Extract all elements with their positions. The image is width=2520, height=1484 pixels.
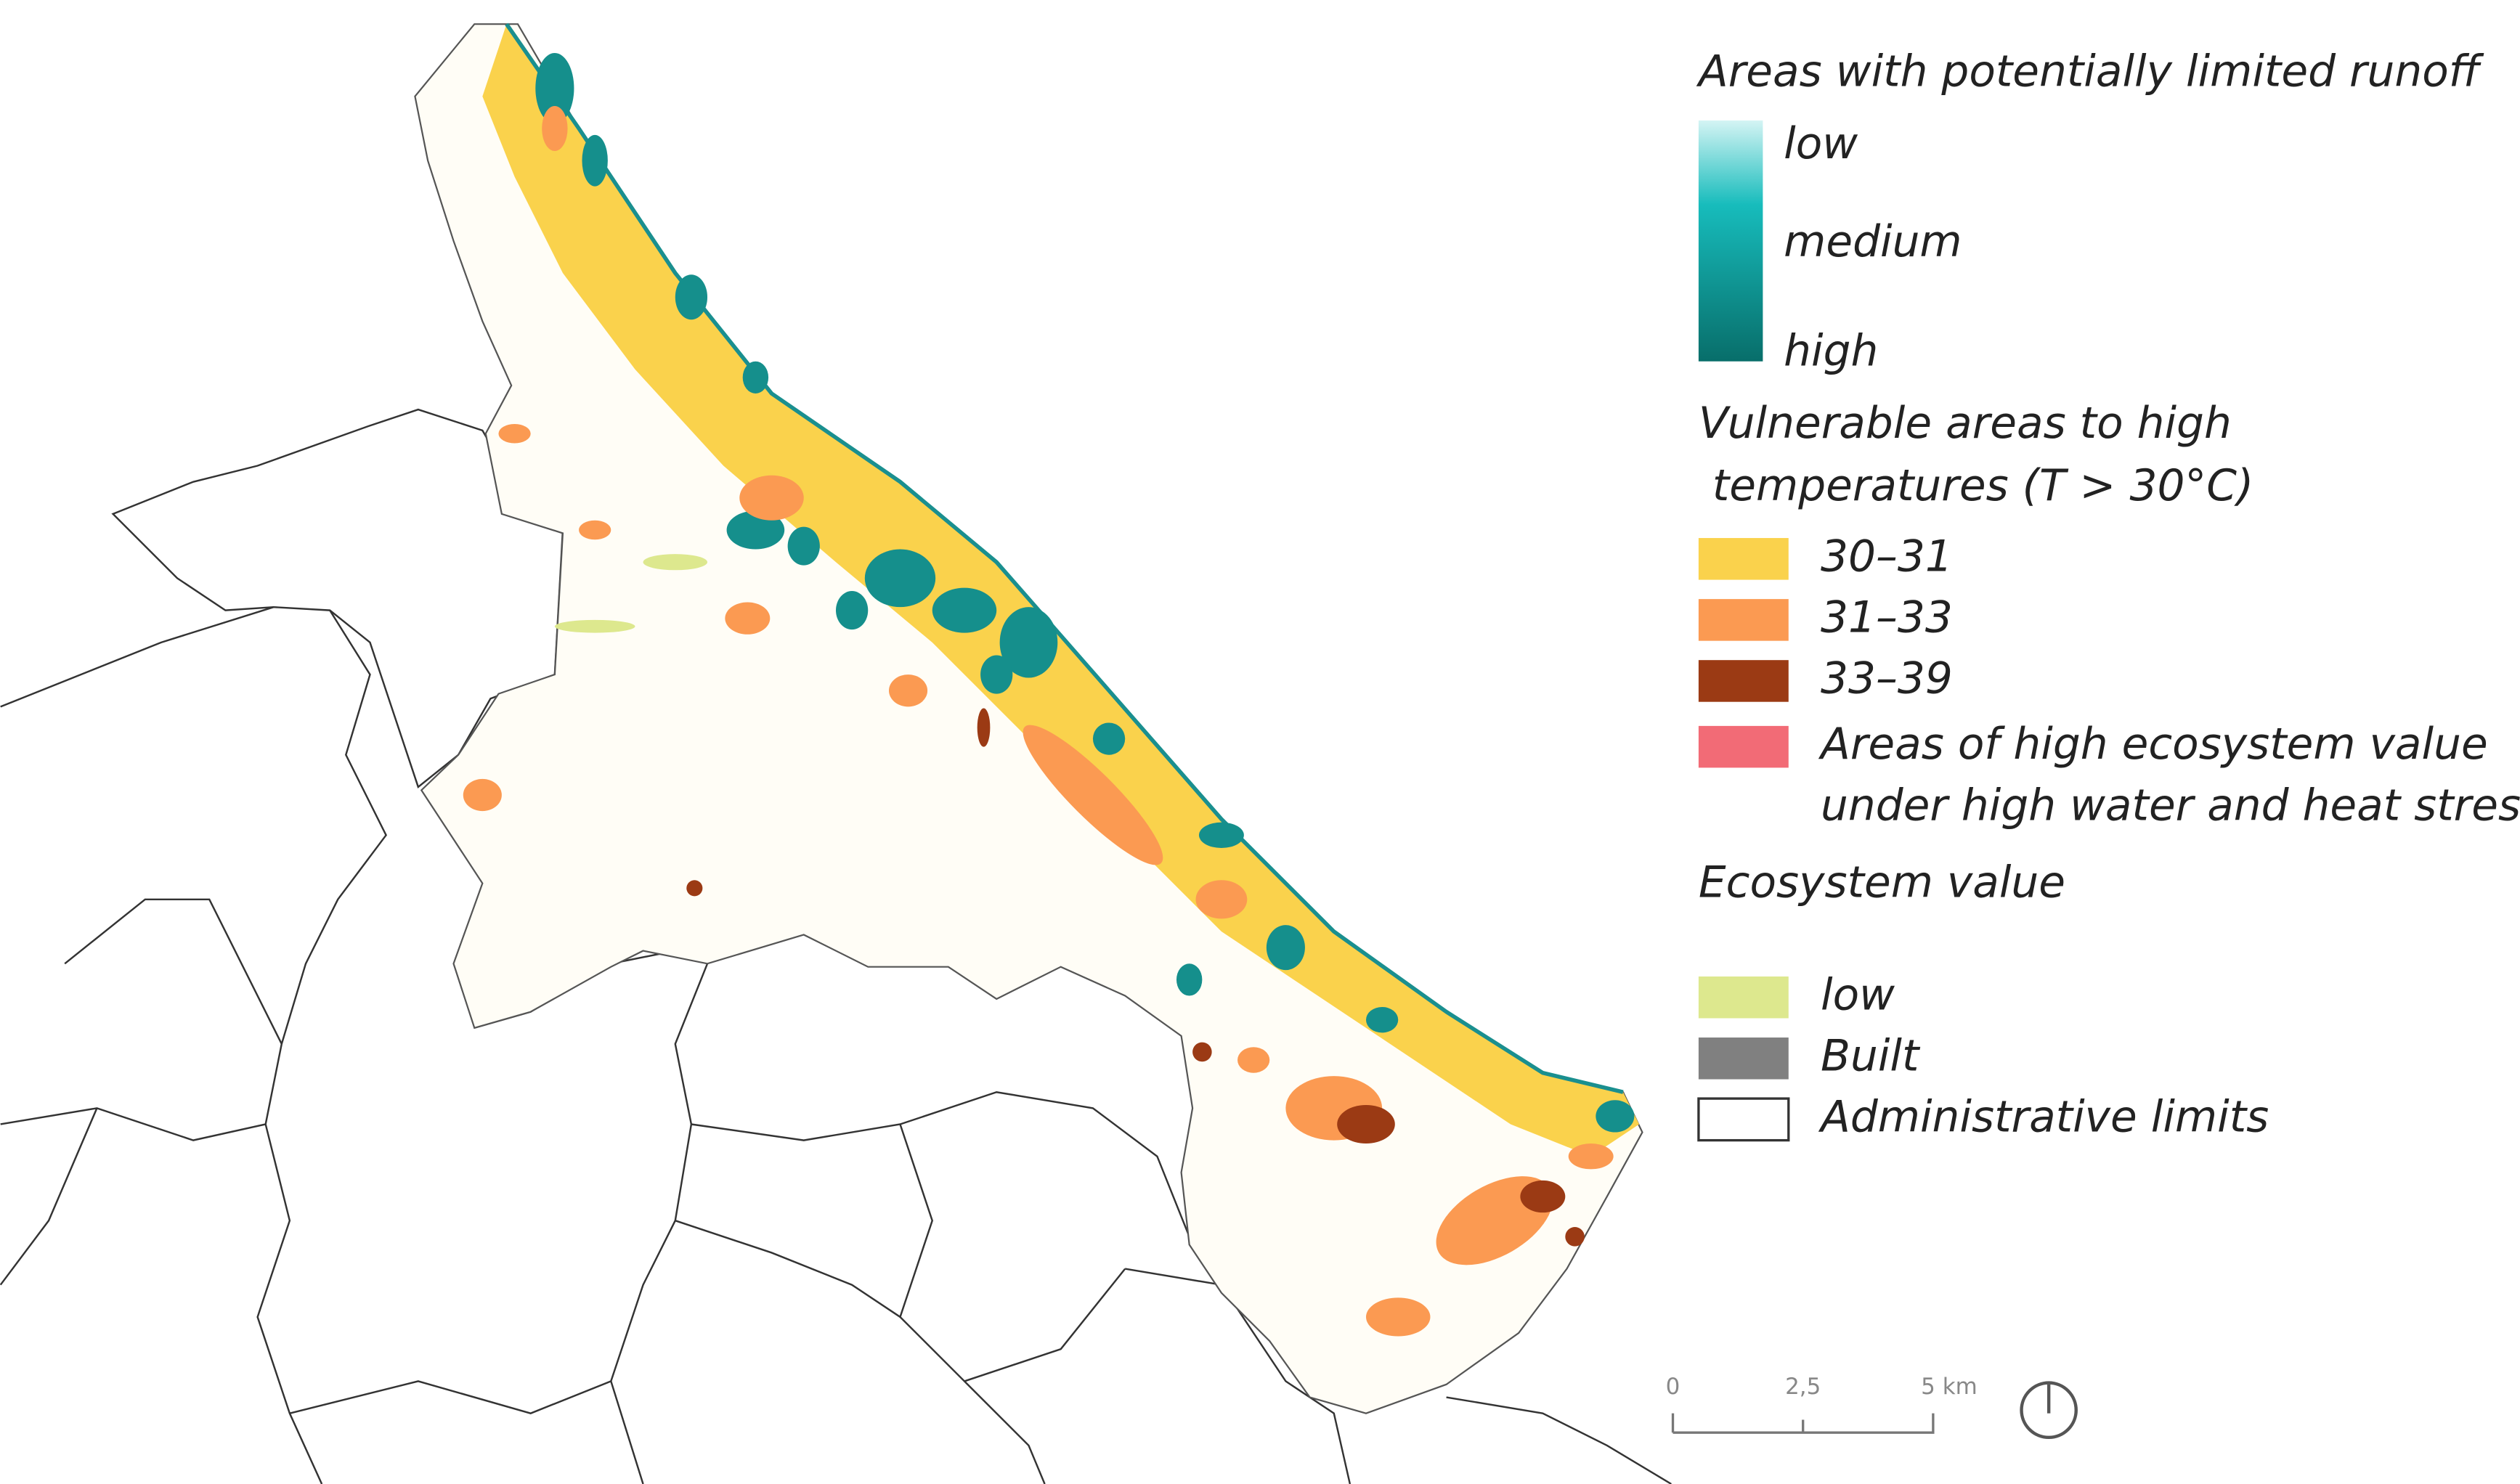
runoff-ramp	[1698, 120, 1763, 362]
legend-label: Areas of high ecosystem value	[1818, 719, 2488, 770]
legend-title: temperatures (T > 30°C)	[1699, 461, 2253, 511]
legend-swatch	[1698, 538, 1789, 580]
legend-title: Areas with potentially limited runoff	[1696, 46, 2484, 97]
legend-label: low	[1784, 119, 1858, 169]
north-arrow	[2020, 1381, 2078, 1440]
legend-label: high	[1784, 326, 1878, 376]
legend-label: 33–39	[1821, 654, 1953, 704]
legend-label: 30–31	[1821, 531, 1953, 582]
scale-label: 0	[1666, 1374, 1680, 1400]
legend: Areas with potentially limited runoff lo…	[1696, 46, 2520, 908]
legend-swatch	[1698, 976, 1789, 1019]
admin-limits	[0, 408, 1672, 1484]
legend-swatch	[1698, 725, 1789, 768]
legend-swatch	[1697, 1097, 1790, 1142]
legend-label: 31–33	[1821, 592, 1953, 643]
legend-label: Built	[1821, 1031, 1921, 1081]
legend-swatch	[1698, 660, 1789, 702]
study-area	[414, 23, 1643, 1414]
legend-title: Ecosystem value	[1699, 857, 2065, 908]
legend-swatch	[1698, 1037, 1789, 1080]
scale-bar: 0 2,5 5 km	[1666, 1374, 2078, 1440]
legend-label: medium	[1784, 217, 1962, 267]
scale-label: 2,5	[1785, 1374, 1821, 1400]
legend-label: low	[1821, 970, 1895, 1020]
legend-label: Administrative limits	[1818, 1092, 2269, 1142]
legend-swatch	[1698, 599, 1789, 641]
scale-label: 5 km	[1921, 1374, 1978, 1400]
legend-label: under high water and heat stress	[1821, 780, 2520, 831]
legend-title: Vulnerable areas to high	[1699, 399, 2232, 449]
